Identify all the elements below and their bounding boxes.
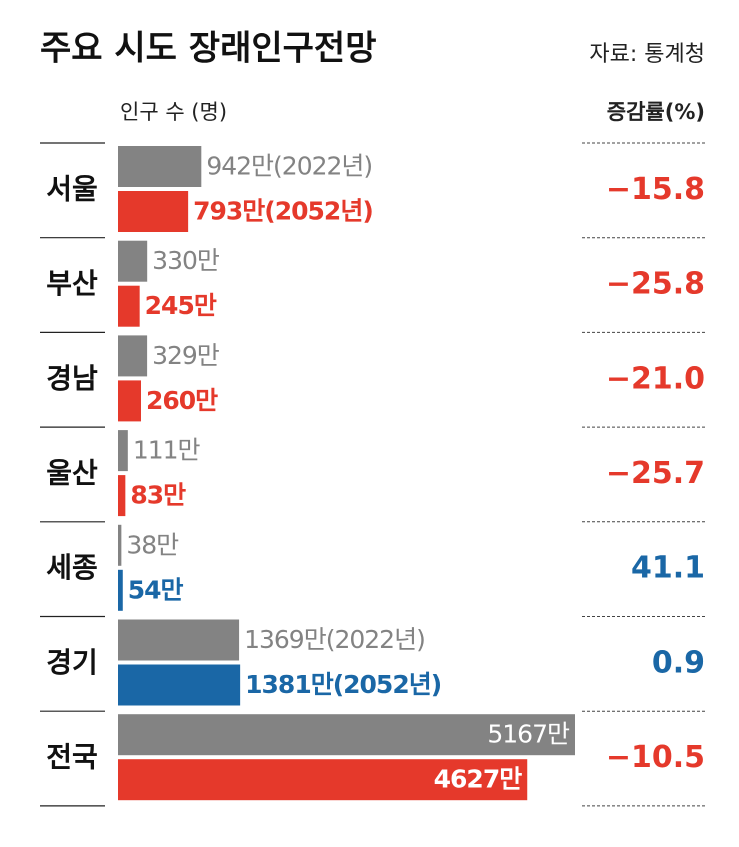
bar [118, 569, 123, 611]
value-label: 245만 [145, 291, 217, 320]
change-label: 0.9 [652, 645, 705, 680]
value-label: 1381만(2052년) [245, 670, 441, 699]
value-label: 1369만(2022년) [244, 625, 425, 654]
bar [118, 759, 528, 801]
bar [118, 524, 122, 566]
change-label: −21.0 [606, 361, 705, 396]
category-label: 부산 [46, 267, 98, 300]
bar [118, 191, 189, 232]
value-label: 83만 [130, 481, 186, 510]
bar [118, 664, 241, 706]
value-label: 330만 [152, 246, 220, 275]
bar [118, 475, 126, 517]
category-label: 울산 [46, 456, 98, 489]
bar [118, 240, 148, 282]
bar [118, 285, 140, 327]
change-label: −15.8 [606, 172, 705, 207]
category-label: 서울 [46, 172, 98, 205]
value-label: 5167만 [487, 720, 570, 749]
bar [118, 430, 128, 472]
value-label: 942만(2022년) [206, 152, 372, 181]
value-label: 793만(2052년) [193, 197, 373, 226]
chart-title: 주요 시도 장래인구전망 [40, 29, 376, 69]
bar [118, 335, 148, 377]
bar [118, 619, 240, 661]
value-label: 260만 [146, 386, 218, 415]
value-header: 인구 수 (명) [120, 100, 227, 124]
category-label: 경기 [46, 646, 98, 679]
change-label: −25.7 [606, 456, 705, 491]
value-label: 38만 [126, 530, 179, 559]
value-label: 329만 [152, 341, 220, 370]
bar [118, 380, 141, 422]
value-label: 111만 [133, 436, 201, 465]
change-label: −25.8 [606, 267, 705, 302]
value-label: 54만 [128, 575, 184, 604]
bar [118, 146, 202, 187]
category-label: 세종 [46, 551, 98, 584]
value-label: 4627만 [434, 765, 523, 794]
change-label: 41.1 [631, 551, 705, 586]
source: 자료: 통계청 [589, 42, 705, 67]
bar [118, 714, 575, 756]
category-label: 전국 [46, 741, 98, 774]
change-label: −10.5 [606, 740, 705, 775]
category-label: 경남 [46, 362, 98, 395]
change-header: 증감률(%) [607, 100, 705, 124]
